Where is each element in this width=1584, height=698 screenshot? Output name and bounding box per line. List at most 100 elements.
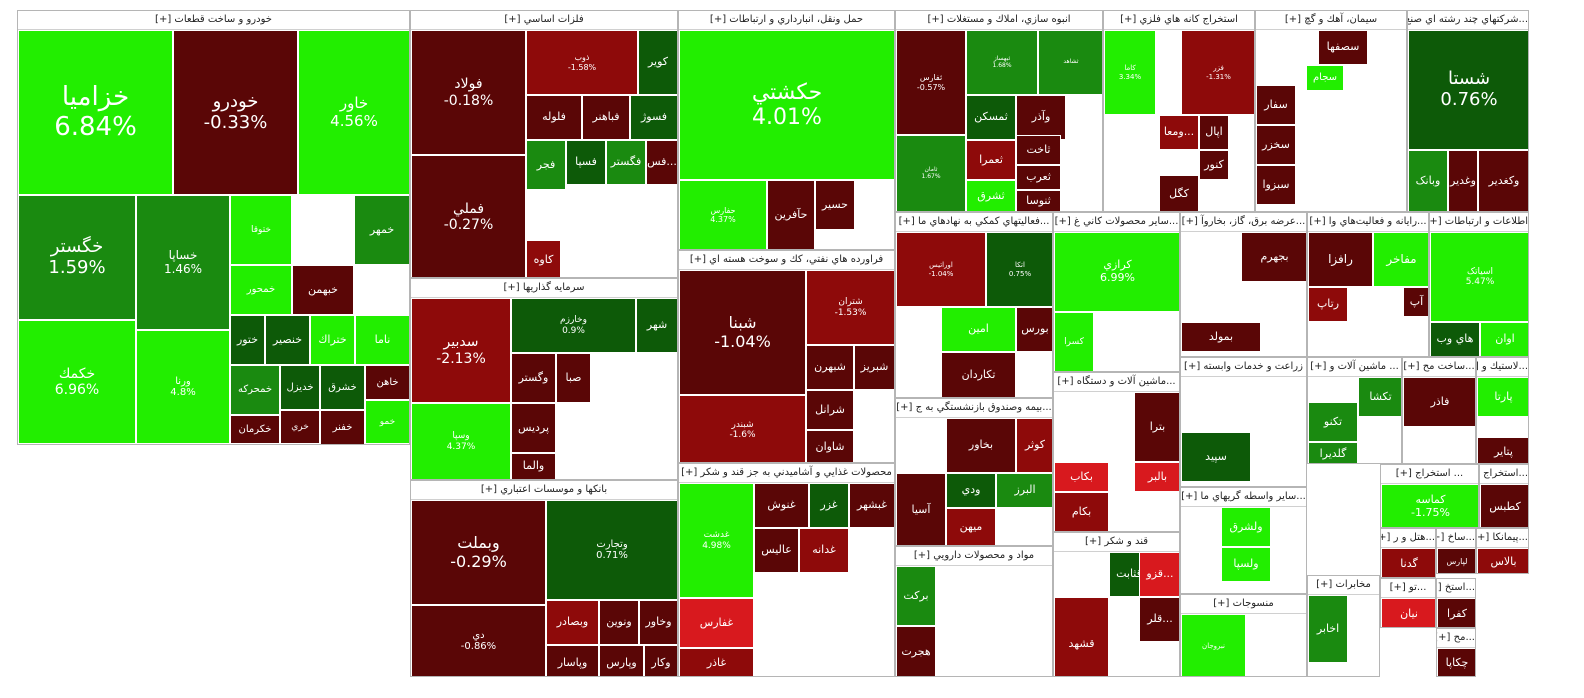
sector-title[interactable]: محصولات غذايي و آشاميدني به جز قند و شكر…: [679, 464, 894, 483]
stock-tile[interactable]: خاور 4.56%: [298, 30, 409, 195]
stock-tile[interactable]: قزو...: [1139, 552, 1179, 597]
stock-tile[interactable]: ناما: [355, 315, 409, 365]
stock-tile[interactable]: مفاخر: [1373, 232, 1428, 287]
stock-tile[interactable]: البرز: [996, 473, 1052, 508]
stock-tile[interactable]: آپ: [1403, 287, 1428, 317]
stock-tile[interactable]: برکت: [896, 566, 936, 626]
stock-tile[interactable]: ولسپا: [1221, 547, 1271, 582]
stock-tile[interactable]: نبروجان: [1181, 614, 1246, 676]
stock-tile[interactable]: فملي -0.27%: [411, 155, 526, 277]
sector-title[interactable]: منسوجات [+]: [1181, 595, 1306, 614]
stock-tile[interactable]: تکاردان: [941, 352, 1016, 397]
stock-tile[interactable]: اتکا 0.75%: [986, 232, 1052, 307]
stock-tile[interactable]: ختوقا: [230, 195, 292, 265]
stock-tile[interactable]: ثشرق: [966, 180, 1016, 211]
stock-tile[interactable]: وآذر: [1016, 95, 1066, 140]
stock-tile[interactable]: وبصادر: [546, 600, 599, 645]
stock-tile[interactable]: کاوه: [526, 240, 561, 277]
sector-title[interactable]: انبوه سازي، املاك و مستغلات [+]: [896, 11, 1102, 30]
stock-tile[interactable]: وخارزم 0.9%: [511, 298, 636, 353]
stock-tile[interactable]: حسیر: [815, 180, 855, 230]
stock-tile[interactable]: وتجارت 0.71%: [546, 500, 677, 600]
stock-tile[interactable]: ثفارس -0.57%: [896, 30, 966, 135]
stock-tile[interactable]: صبا: [556, 353, 591, 403]
stock-tile[interactable]: حفارس 4.37%: [679, 180, 767, 249]
sector-title[interactable]: ...تو [+]: [1381, 579, 1435, 598]
stock-tile[interactable]: وپارس: [599, 645, 644, 676]
stock-tile[interactable]: شبریز: [854, 345, 894, 390]
stock-tile[interactable]: شبنا -1.04%: [679, 270, 806, 395]
stock-tile[interactable]: حآفرین: [767, 180, 815, 249]
stock-tile[interactable]: غدشت 4.98%: [679, 483, 754, 598]
stock-tile[interactable]: وبملت -0.29%: [411, 500, 546, 605]
stock-tile[interactable]: غزر: [809, 483, 849, 528]
stock-tile[interactable]: فسوژ: [630, 95, 677, 140]
stock-tile[interactable]: غبشهر: [849, 483, 894, 528]
stock-tile[interactable]: اپال: [1199, 115, 1229, 150]
stock-tile[interactable]: وخاور: [639, 600, 677, 645]
stock-tile[interactable]: بجهرم: [1241, 232, 1306, 282]
stock-tile[interactable]: خمو: [365, 400, 409, 444]
sector-title[interactable]: ...ساخت مح [+]: [1403, 358, 1475, 377]
sector-title[interactable]: زراعت و خدمات وابسته [+]: [1181, 358, 1306, 377]
sector-title[interactable]: ... ماشين آلات و [+]: [1308, 358, 1401, 377]
stock-tile[interactable]: سصفها: [1318, 30, 1368, 65]
stock-tile[interactable]: خساپا 1.46%: [136, 195, 230, 330]
stock-tile[interactable]: خزامیا 6.84%: [18, 30, 173, 195]
stock-tile[interactable]: شاوان: [806, 430, 854, 462]
stock-tile[interactable]: بورس: [1016, 307, 1052, 352]
stock-tile[interactable]: گدنا: [1381, 548, 1435, 577]
stock-tile[interactable]: کطبس: [1480, 484, 1528, 527]
stock-tile[interactable]: چکاپا: [1437, 648, 1475, 676]
stock-tile[interactable]: اوان: [1480, 322, 1528, 356]
stock-tile[interactable]: خاهن: [365, 365, 409, 400]
stock-tile[interactable]: پارتا: [1477, 377, 1528, 417]
stock-tile[interactable]: فاذر: [1403, 377, 1475, 427]
stock-tile[interactable]: پردیس: [511, 403, 556, 453]
stock-tile[interactable]: کوثر: [1016, 418, 1052, 473]
stock-tile[interactable]: ختراك: [310, 315, 355, 365]
stock-tile[interactable]: دي -0.86%: [411, 605, 546, 676]
stock-tile[interactable]: غفارس: [679, 598, 754, 648]
stock-tile[interactable]: ولشرق: [1221, 507, 1271, 547]
stock-tile[interactable]: خکمك 6.96%: [18, 320, 136, 444]
stock-tile[interactable]: ثمسکن: [966, 95, 1016, 140]
stock-tile[interactable]: اخابر: [1308, 595, 1348, 663]
stock-tile[interactable]: سخزر: [1256, 125, 1296, 165]
sector-title[interactable]: سرمايه گذاريها [+]: [411, 279, 677, 298]
stock-tile[interactable]: وغدیر: [1448, 150, 1478, 211]
stock-tile[interactable]: هاي وب: [1430, 322, 1480, 356]
stock-tile[interactable]: ثعرب: [1016, 165, 1061, 190]
stock-tile[interactable]: سفار: [1256, 85, 1296, 125]
sector-title[interactable]: ...ماشين آلات و دستگاه [+]: [1054, 373, 1179, 392]
sector-title[interactable]: ...رايانه و فعاليت‌هاي وا [+]: [1308, 213, 1428, 232]
stock-tile[interactable]: خري: [280, 410, 320, 444]
stock-tile[interactable]: شرانل: [806, 390, 854, 430]
stock-tile[interactable]: خکرمان: [230, 415, 280, 444]
stock-tile[interactable]: سپید: [1181, 432, 1251, 482]
sector-title[interactable]: خودرو و ساخت قطعات [+]: [18, 11, 409, 30]
sector-title[interactable]: ...عرضه برق، گاز، بخاروآ [+]: [1181, 213, 1306, 232]
stock-tile[interactable]: قشهد: [1054, 597, 1109, 676]
sector-title[interactable]: بانکها و موسسات اعتباري [+]: [411, 481, 677, 500]
sector-title[interactable]: فراورده هاي نفتي، كك و سوخت هسته اي [+]: [679, 251, 894, 270]
stock-tile[interactable]: رافزا: [1308, 232, 1373, 287]
stock-tile[interactable]: فجر: [526, 140, 566, 190]
sector-title[interactable]: ...ساير محصولات كاني غ [+]: [1054, 213, 1179, 232]
stock-tile[interactable]: فس...: [646, 140, 677, 185]
stock-tile[interactable]: کگل: [1159, 175, 1199, 211]
stock-tile[interactable]: فسپا: [566, 140, 606, 185]
sector-title[interactable]: سيمان، آهك و گچ [+]: [1256, 11, 1406, 30]
stock-tile[interactable]: تکشا: [1358, 377, 1401, 417]
stock-tile[interactable]: نیان: [1381, 598, 1435, 627]
stock-tile[interactable]: ختور: [230, 315, 265, 365]
stock-tile[interactable]: ثبهساز 1.68%: [966, 30, 1038, 95]
stock-tile[interactable]: تکنو: [1308, 402, 1358, 442]
sector-title[interactable]: استخراج كانه هاي فلزي [+]: [1104, 11, 1254, 30]
stock-tile[interactable]: ثاخت: [1016, 135, 1061, 165]
stock-tile[interactable]: وگستر: [511, 353, 556, 403]
stock-tile[interactable]: پتایر: [1477, 437, 1528, 463]
stock-tile[interactable]: خگستر 1.59%: [18, 195, 136, 320]
stock-tile[interactable]: وکغدیر: [1478, 150, 1528, 211]
sector-title[interactable]: ...ساير واسطه گريهاي ما [+]: [1181, 488, 1306, 507]
